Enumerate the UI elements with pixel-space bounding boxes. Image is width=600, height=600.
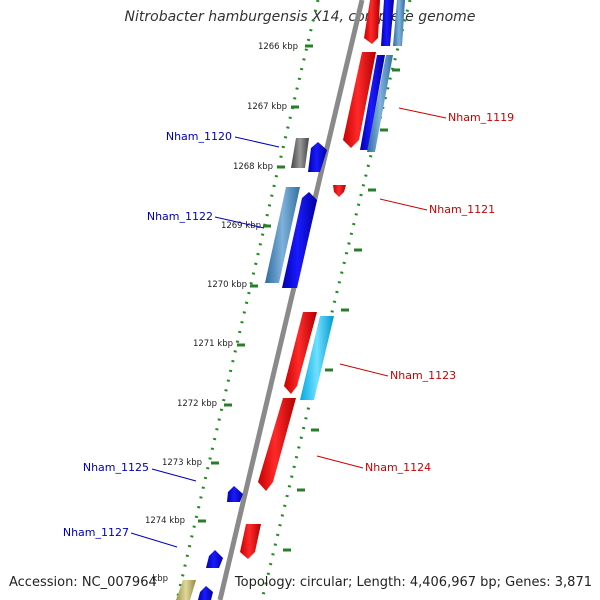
accession-label: Accession: NC_007964 — [9, 575, 157, 590]
cds-forward — [343, 52, 376, 148]
tick-label: 1274 kbp — [145, 516, 185, 526]
cds-reverse — [282, 192, 317, 288]
gene-label-nham-1124: Nham_1124 — [365, 461, 431, 474]
tick-label: 1272 kbp — [177, 399, 217, 409]
cog-feature — [367, 55, 393, 152]
cds-forward — [258, 398, 296, 491]
tick-labels: 1266 kbp 1267 kbp 1268 kbp 1269 kbp 1270… — [145, 42, 298, 584]
gene-labels: Nham_1119 Nham_1120 Nham_1121 Nham_1122 … — [63, 111, 514, 539]
cds-reverse — [227, 486, 243, 502]
gene-label-nham-1123: Nham_1123 — [390, 369, 456, 382]
topology-label: Topology: circular; Length: 4,406,967 bp… — [234, 575, 592, 590]
cog-feature — [360, 55, 385, 150]
gene-label-nham-1121: Nham_1121 — [429, 203, 495, 216]
cds-reverse — [198, 586, 213, 600]
tick-label: 1273 kbp — [162, 458, 202, 468]
tick-label: 1268 kbp — [233, 162, 273, 172]
tick-label: 1267 kbp — [247, 102, 287, 112]
genome-backbone — [217, 0, 365, 600]
cds-forward — [364, 0, 380, 44]
inner-major-ticks — [198, 44, 313, 523]
inner-tick-track — [175, 0, 320, 600]
cds-reverse — [206, 550, 223, 568]
cds-forward — [333, 185, 346, 197]
tick-label: 1266 kbp — [258, 42, 298, 52]
gene-label-nham-1125: Nham_1125 — [83, 461, 149, 474]
tick-label: 1271 kbp — [193, 339, 233, 349]
cog-feature — [381, 0, 394, 46]
cds-reverse — [308, 142, 327, 172]
gene-label-nham-1119: Nham_1119 — [448, 111, 514, 124]
forward-features — [240, 0, 405, 559]
cog-feature — [291, 138, 309, 168]
reverse-features — [176, 138, 327, 600]
tick-label: 1270 kbp — [207, 280, 247, 290]
outer-tick-track — [260, 0, 412, 600]
tick-label: kbp — [152, 574, 168, 584]
gene-label-nham-1122: Nham_1122 — [147, 210, 213, 223]
gene-label-nham-1127: Nham_1127 — [63, 526, 129, 539]
cog-feature — [265, 187, 300, 283]
cds-forward — [284, 312, 317, 394]
cog-feature — [300, 316, 334, 400]
cog-feature — [176, 580, 196, 600]
gene-label-nham-1120: Nham_1120 — [166, 130, 232, 143]
cds-forward — [240, 524, 261, 559]
outer-ticks — [283, 68, 400, 552]
cog-feature — [393, 0, 405, 46]
tick-label: 1269 kbp — [221, 221, 261, 231]
callout-lines — [130, 107, 447, 548]
